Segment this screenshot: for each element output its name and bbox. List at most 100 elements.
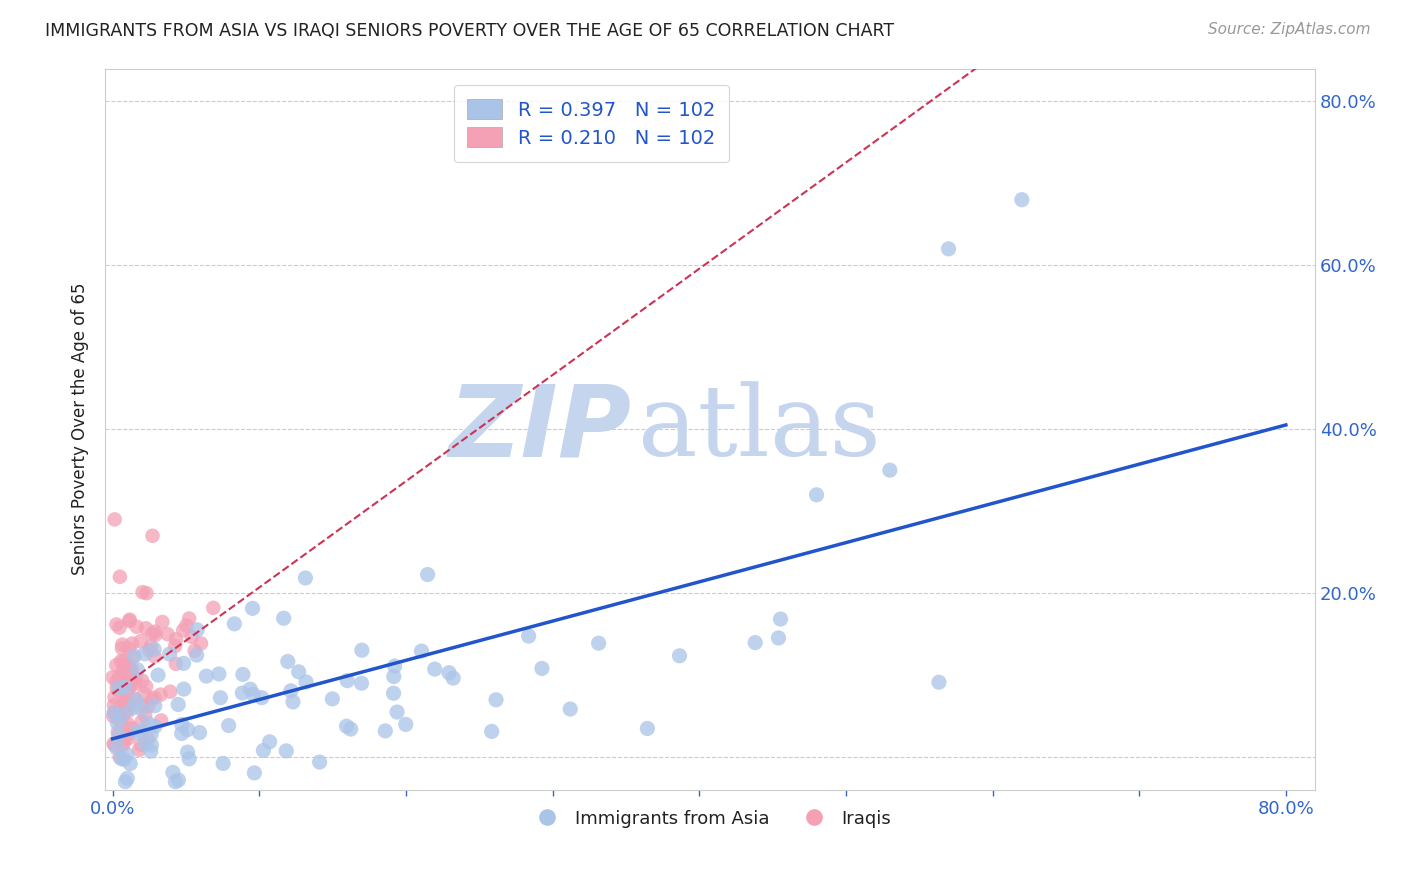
Point <box>335 719 357 733</box>
Point <box>173 682 195 697</box>
Point <box>131 702 153 716</box>
Point <box>141 738 163 752</box>
Point <box>103 737 125 751</box>
Point <box>1011 193 1033 207</box>
Point <box>172 624 194 638</box>
Point <box>806 488 828 502</box>
Point <box>121 636 143 650</box>
Point <box>136 716 159 731</box>
Point <box>259 735 281 749</box>
Point <box>108 621 131 635</box>
Point <box>111 677 134 691</box>
Point <box>124 649 146 664</box>
Point <box>108 681 131 695</box>
Point <box>208 667 231 681</box>
Point <box>132 698 155 713</box>
Point <box>336 673 359 688</box>
Point <box>125 693 148 707</box>
Point <box>121 662 143 676</box>
Point <box>114 695 136 709</box>
Point <box>423 662 446 676</box>
Legend: Immigrants from Asia, Iraqis: Immigrants from Asia, Iraqis <box>522 803 898 835</box>
Point <box>276 744 298 758</box>
Point <box>105 658 128 673</box>
Point <box>103 738 125 752</box>
Point <box>294 571 316 585</box>
Point <box>129 724 152 739</box>
Point <box>114 681 136 695</box>
Point <box>135 586 157 600</box>
Point <box>139 744 162 758</box>
Point <box>132 687 155 701</box>
Point <box>136 732 159 747</box>
Point <box>107 729 129 743</box>
Point <box>173 657 195 671</box>
Point <box>295 674 318 689</box>
Point <box>105 711 128 725</box>
Point <box>112 667 135 681</box>
Point <box>231 686 253 700</box>
Point <box>111 664 134 678</box>
Point <box>111 739 134 753</box>
Point <box>195 669 218 683</box>
Point <box>111 638 134 652</box>
Point <box>183 643 205 657</box>
Point <box>350 676 373 690</box>
Point <box>928 675 950 690</box>
Point <box>165 774 187 789</box>
Point <box>110 708 132 723</box>
Point <box>120 692 142 706</box>
Point <box>277 655 299 669</box>
Point <box>242 601 264 615</box>
Point <box>218 718 240 732</box>
Point <box>125 672 148 686</box>
Point <box>280 683 302 698</box>
Point <box>287 665 309 679</box>
Point <box>103 706 125 720</box>
Text: Source: ZipAtlas.com: Source: ZipAtlas.com <box>1208 22 1371 37</box>
Point <box>145 628 167 642</box>
Point <box>131 585 153 599</box>
Point <box>129 738 152 752</box>
Point <box>239 682 262 697</box>
Point <box>162 765 184 780</box>
Point <box>143 690 166 705</box>
Point <box>110 751 132 765</box>
Point <box>141 692 163 706</box>
Point <box>143 698 166 713</box>
Point <box>165 632 187 647</box>
Point <box>114 774 136 789</box>
Point <box>115 747 138 762</box>
Point <box>118 700 141 714</box>
Point <box>138 643 160 657</box>
Point <box>105 617 128 632</box>
Point <box>170 717 193 731</box>
Point <box>165 639 187 653</box>
Point <box>124 676 146 690</box>
Point <box>150 714 173 728</box>
Point <box>110 714 132 729</box>
Point <box>281 695 304 709</box>
Point <box>232 667 254 681</box>
Point <box>108 670 131 684</box>
Point <box>243 765 266 780</box>
Point <box>530 661 553 675</box>
Point <box>108 750 131 764</box>
Point <box>938 242 960 256</box>
Point <box>103 698 125 712</box>
Point <box>107 683 129 698</box>
Point <box>165 657 187 671</box>
Point <box>103 690 125 705</box>
Point <box>120 756 142 771</box>
Point <box>118 671 141 685</box>
Point <box>104 512 127 526</box>
Point <box>114 692 136 706</box>
Point <box>149 688 172 702</box>
Point <box>131 714 153 729</box>
Point <box>118 663 141 677</box>
Point <box>125 725 148 739</box>
Point <box>321 691 343 706</box>
Point <box>118 641 141 656</box>
Point <box>170 726 193 740</box>
Point <box>141 639 163 653</box>
